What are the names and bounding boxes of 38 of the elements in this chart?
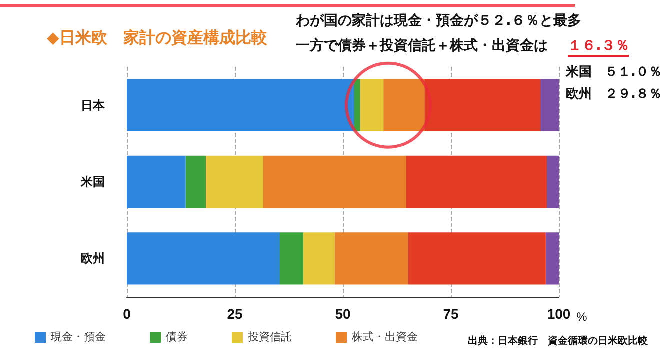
text: １６.３％ <box>568 37 630 57</box>
bar <box>424 79 540 132</box>
bar <box>186 156 206 208</box>
bar <box>360 79 384 132</box>
bar <box>334 232 408 285</box>
bar <box>546 232 559 285</box>
bar <box>279 232 304 285</box>
y-tick-label: 欧州 <box>81 252 105 266</box>
bar <box>127 232 280 285</box>
x-tick-label: 50 <box>335 306 351 322</box>
text: 欧州 ２９.８％ <box>566 86 660 103</box>
text: わが国の家計は現金・預金が５２.６％と最多 <box>296 12 582 30</box>
y-tick-label: 日本 <box>81 98 106 112</box>
x-tick-label: 100 <box>547 306 571 322</box>
bar <box>206 156 264 208</box>
text: 米国 ５１.０％ <box>566 64 660 81</box>
bar <box>406 156 546 208</box>
x-axis-title: % <box>576 310 588 324</box>
x-tick-label: 0 <box>123 306 132 322</box>
bar <box>354 79 360 132</box>
legend-label: 投資信託 <box>247 330 292 344</box>
bar <box>263 156 406 208</box>
bar <box>127 79 354 132</box>
x-tick-label: 25 <box>227 306 243 322</box>
bar <box>408 232 546 285</box>
source-note: 出典：日本銀行 資金循環の日米欧比較 <box>468 334 648 348</box>
legend-label: 債券 <box>166 330 188 344</box>
legend-label: 現金・預金 <box>51 332 106 344</box>
bar <box>127 156 186 208</box>
legend-label: 株式・出資金 <box>351 330 418 344</box>
bar <box>384 79 425 132</box>
y-tick-label: 米国 <box>80 175 105 189</box>
bar <box>303 232 335 285</box>
text: 一方で債券＋投資信託＋株式・出資金は <box>296 37 548 55</box>
bar <box>546 156 559 208</box>
bar <box>540 79 559 132</box>
chart-title: ◆日米欧 家計の資産構成比較 <box>47 28 268 49</box>
x-tick-label: 75 <box>443 306 459 322</box>
